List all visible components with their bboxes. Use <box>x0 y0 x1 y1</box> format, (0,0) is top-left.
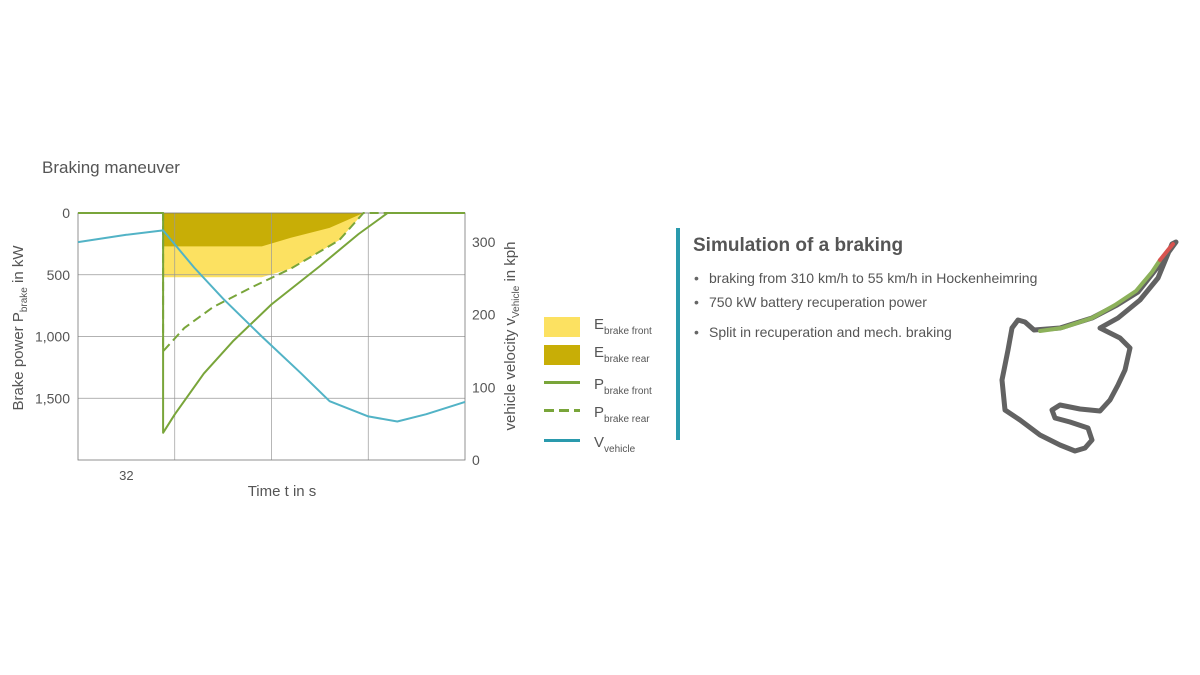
y-left-tick-label: 1,000 <box>35 329 70 345</box>
legend-label: Ebrake rear <box>594 344 650 365</box>
legend-label: Pbrake rear <box>594 404 650 425</box>
info-bullet: Split in recuperation and mech. braking <box>693 322 1037 346</box>
y-right-tick-label: 0 <box>472 452 480 468</box>
y-right-tick-label: 200 <box>472 307 496 323</box>
x-axis-label: Time t in s <box>248 483 317 500</box>
area-e-brake-rear <box>163 213 364 247</box>
y-left-axis-label: Brake power Pbrake in kW <box>10 245 30 411</box>
legend-label: Ebrake front <box>594 316 652 337</box>
info-bullet: 750 kW battery recuperation power <box>693 292 1037 316</box>
braking-chart: 0 500 1,000 1,500 300 200 100 0 32 Time t in s Bra… <box>10 205 522 500</box>
legend-swatch <box>544 317 580 337</box>
legend-item: Vvehicle <box>544 434 674 460</box>
y-right-axis-label: vehicle velocity vVehicle in kph <box>502 242 522 431</box>
legend-swatch <box>544 381 580 384</box>
legend-swatch <box>544 439 580 442</box>
legend-label: Pbrake front <box>594 376 652 397</box>
info-accent-bar <box>676 228 680 440</box>
legend-item: Ebrake front <box>544 316 674 342</box>
y-right-tick-label: 300 <box>472 234 496 250</box>
info-title: Simulation of a braking <box>693 235 904 256</box>
legend-swatch <box>544 409 580 412</box>
info-bullet: braking from 310 km/h to 55 km/h in Hock… <box>693 268 1037 292</box>
plot-frame <box>77 212 466 461</box>
line-p-brake-front <box>78 212 465 434</box>
chart-heading: Braking maneuver <box>42 158 180 177</box>
line-v-vehicle <box>77 229 466 423</box>
y-right-tick-label: 100 <box>472 379 496 395</box>
track-braking-section <box>1038 258 1162 333</box>
track-braking-start <box>1158 242 1175 262</box>
legend-label: Vvehicle <box>594 434 636 455</box>
y-left-tick-label: 1,500 <box>35 390 70 406</box>
legend-item: Pbrake rear <box>544 404 674 430</box>
x-tick-label: 32 <box>119 468 133 483</box>
legend-swatch <box>544 345 580 365</box>
y-left-tick-label: 500 <box>47 267 71 283</box>
legend-item: Pbrake front <box>544 376 674 402</box>
y-left-tick-label: 0 <box>62 205 70 221</box>
legend-item: Ebrake rear <box>544 344 674 370</box>
info-bullet-list: braking from 310 km/h to 55 km/h in Hock… <box>693 268 1037 346</box>
line-p-brake-rear <box>78 212 407 353</box>
